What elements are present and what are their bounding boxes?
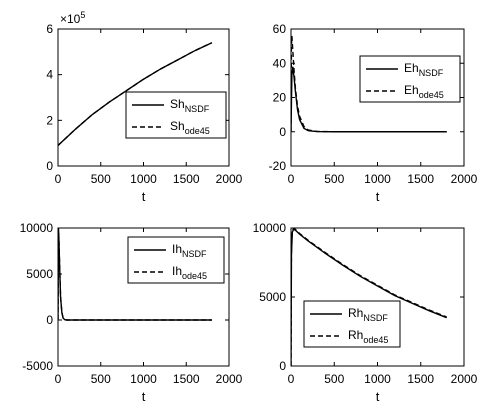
chart-4-ytick-label: 5000: [259, 290, 286, 304]
chart-2-ytick-label: -20: [269, 159, 287, 173]
chart-3-xtick-label: 1000: [130, 372, 157, 386]
chart-1-xlabel: t: [142, 189, 146, 204]
chart-1-xtick-label: 500: [91, 172, 111, 186]
chart-2-xtick-label: 0: [288, 172, 295, 186]
chart-4-xtick-label: 500: [324, 372, 344, 386]
chart-3-xtick-label: 0: [55, 372, 62, 386]
chart-4-series-rh-ode45: [291, 228, 447, 366]
chart-3-xtick-label: 500: [91, 372, 111, 386]
chart-2-ytick-label: 40: [273, 56, 287, 70]
chart-4-ytick-label: 10000: [253, 221, 287, 235]
chart-2-series-eh-nsdf: [291, 66, 447, 133]
chart-2-legend: EhNSDF Ehode45: [359, 55, 461, 103]
chart-2-xtick-label: 1000: [364, 172, 391, 186]
chart-1: 0 500 1000 1500 2000 0 2 4 6 ×105 t ShNSDF Shode45: [46, 10, 242, 204]
chart-4-legend-entry-nsdf: RhNSDF: [348, 306, 388, 323]
chart-4: 0 500 1000 1500 2000 0 5000 10000 t RhNSDF Rhode45: [253, 221, 478, 404]
chart-4-ytick-label: 0: [279, 359, 286, 373]
chart-1-legend-entry-ode45: Shode45: [170, 119, 210, 136]
chart-1-legend: ShNSDF Shode45: [125, 91, 227, 139]
chart-1-legend-entry-nsdf: ShNSDF: [170, 97, 210, 114]
chart-4-xtick-label: 1500: [407, 372, 434, 386]
chart-1-ytick-label: 4: [46, 68, 53, 82]
chart-1-series-sh-ode45: [58, 42, 213, 146]
chart-4-xtick-label: 2000: [451, 372, 478, 386]
chart-4-legend: RhNSDF Rhode45: [303, 300, 401, 348]
chart-3-ytick-label: 5000: [26, 267, 53, 281]
chart-3-ytick-label: -5000: [22, 359, 53, 373]
chart-1-xtick-label: 1000: [130, 172, 157, 186]
chart-1-ytick-label: 0: [46, 159, 53, 173]
chart-2-xlabel: t: [376, 189, 380, 204]
chart-2-legend-entry-nsdf: EhNSDF: [404, 61, 444, 78]
chart-4-legend-entry-ode45: Rhode45: [348, 328, 388, 345]
chart-3-series-ih-ode45: [58, 228, 212, 321]
chart-2-ytick-label: 60: [273, 22, 287, 36]
chart-3-ytick-label: 10000: [20, 221, 54, 235]
chart-1-ytick-label: 2: [46, 113, 53, 127]
chart-1-xtick-label: 1500: [173, 172, 200, 186]
chart-1-ytick-label: 6: [46, 22, 53, 36]
chart-3-legend-entry-nsdf: IhNSDF: [172, 242, 207, 259]
chart-1-y-exponent: ×105: [60, 10, 85, 26]
chart-2-ytick-label: 0: [279, 125, 286, 139]
chart-2-legend-entry-ode45: Ehode45: [404, 83, 444, 100]
chart-2-xtick-label: 1500: [407, 172, 434, 186]
chart-1-xtick-label: 0: [55, 172, 62, 186]
chart-3-legend: IhNSDF Ihode45: [127, 236, 225, 284]
chart-3-xlabel: t: [142, 389, 146, 404]
chart-3-xtick-label: 1500: [173, 372, 200, 386]
chart-2-ytick-label: 20: [273, 91, 287, 105]
chart-3-legend-entry-ode45: Ihode45: [172, 264, 207, 281]
chart-2-xtick-label: 500: [324, 172, 344, 186]
chart-1-xtick-label: 2000: [216, 172, 243, 186]
chart-2-series-eh-ode45: [291, 35, 447, 133]
chart-3-xtick-label: 2000: [216, 372, 243, 386]
chart-4-xtick-label: 1000: [364, 372, 391, 386]
chart-3: 0 500 1000 1500 2000-50000500010000tIhNSDFIh…: [20, 221, 243, 404]
chart-4-xlabel: t: [376, 389, 380, 404]
chart-4-xtick-label: 0: [288, 372, 295, 386]
chart-3-ytick-label: 0: [46, 313, 53, 327]
chart-2-xtick-label: 2000: [451, 172, 478, 186]
